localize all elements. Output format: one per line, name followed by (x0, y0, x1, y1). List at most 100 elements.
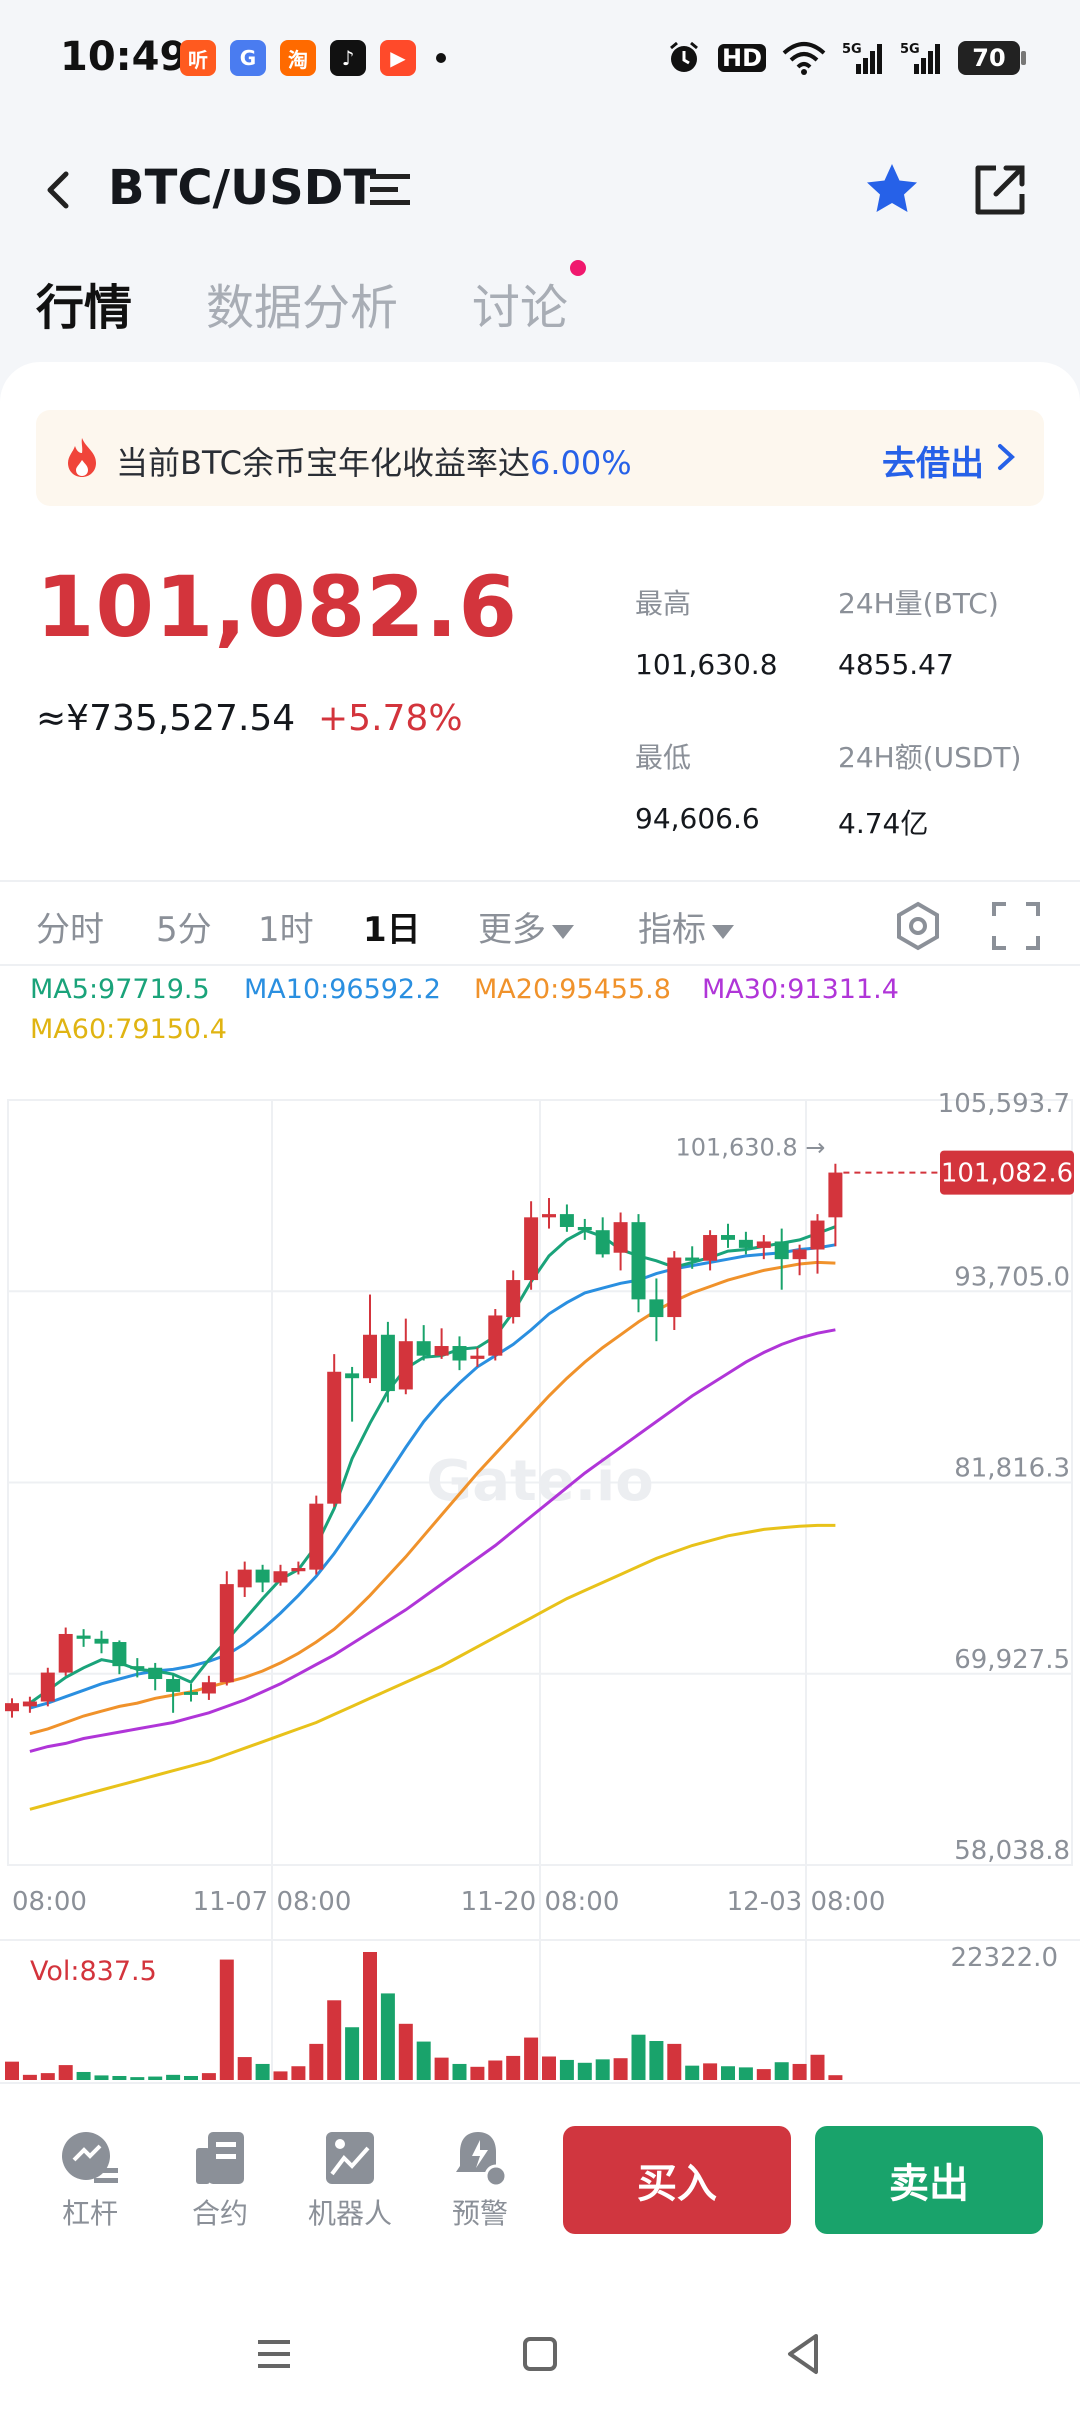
fire-icon (68, 438, 96, 477)
volume-bar (148, 2076, 163, 2080)
pair-title[interactable]: BTC/USDT (108, 160, 377, 216)
volume-bar (810, 2054, 825, 2080)
signal-5g-icon: 5G (842, 42, 882, 74)
candle-body (792, 1249, 807, 1260)
pair-list-icon[interactable] (368, 170, 412, 210)
tf-1day[interactable]: 1日 (363, 910, 421, 950)
back-icon[interactable] (30, 160, 90, 220)
volume-bar (559, 2059, 574, 2080)
signal-5g-icon: 5G (900, 42, 940, 74)
volume-bar (685, 2065, 700, 2080)
volume-bar (255, 2063, 270, 2080)
ma60-legend: MA60:79150.4 (30, 1014, 227, 1045)
bot-label: 机器人 (307, 2197, 392, 2230)
x-tick-label: 08:00 (12, 1887, 87, 1917)
volume-bar (488, 2060, 503, 2080)
menu-icon[interactable] (244, 2324, 304, 2384)
candle-body (649, 1299, 664, 1318)
divider (0, 880, 1080, 882)
settings-hexagon-icon[interactable] (892, 900, 944, 952)
candle-body (255, 1569, 270, 1583)
volume-bar (577, 2062, 592, 2080)
margin-icon (62, 2132, 118, 2183)
notification-icons: 听 G 淘 ♪ ▶ (180, 40, 446, 76)
high-price-marker: 101,630.8 → (676, 1134, 826, 1162)
volume-max-label: 22322.0 (950, 1943, 1058, 1973)
candle-body (810, 1220, 825, 1250)
promo-banner[interactable]: 当前BTC余币宝年化收益率达6.00% 去借出 (36, 410, 1044, 506)
volume-bar (201, 2073, 216, 2080)
tf-5min[interactable]: 5分 (156, 910, 212, 950)
volume-bar (774, 2062, 789, 2080)
tf-1hour[interactable]: 1时 (258, 910, 314, 950)
candle-body (22, 1701, 37, 1707)
ma5-line (29, 1225, 836, 1705)
google-icon: G (230, 40, 266, 76)
share-icon[interactable] (968, 158, 1032, 222)
tab-discussion[interactable]: 讨论 (472, 260, 587, 344)
volume-bar (184, 2075, 198, 2080)
buy-button[interactable]: 买入 (563, 2126, 791, 2234)
x-tick-label: 11-07 08:00 (193, 1887, 352, 1917)
system-icons: HD 5G 5G 70 (666, 40, 1026, 76)
tf-more-dropdown[interactable]: 更多 (478, 902, 574, 951)
sell-button[interactable]: 卖出 (815, 2126, 1043, 2234)
candle-body (524, 1217, 539, 1281)
notification-dot (570, 260, 587, 276)
volume-bar (237, 2057, 252, 2080)
volume-bar (166, 2074, 181, 2080)
tab-data-analysis[interactable]: 数据分析 (206, 280, 399, 336)
candle-body (219, 1584, 234, 1683)
last-price-tag (940, 1150, 1074, 1195)
favorite-star-icon[interactable] (860, 158, 924, 222)
indicator-label: 指标 (638, 910, 706, 950)
status-time: 10:49 (60, 34, 188, 80)
ma20-line (29, 1260, 836, 1736)
ting-icon: 听 (180, 40, 216, 76)
promo-lend-link[interactable]: 去借出 (882, 444, 984, 484)
candle-body (363, 1334, 377, 1379)
bot-chart-icon (326, 2132, 374, 2184)
candle-body (58, 1633, 73, 1673)
volume-bar (506, 2055, 521, 2080)
candle-body (721, 1235, 735, 1240)
tiktok-icon: ♪ (330, 40, 366, 76)
volume-bar (58, 2065, 73, 2080)
volume-bar (792, 2063, 807, 2080)
gate-watermark: Gate.io (426, 1449, 653, 1514)
indicator-dropdown[interactable]: 指标 (638, 902, 734, 951)
tab-market[interactable]: 行情 (36, 268, 133, 344)
margin-tool[interactable]: 杠杆 (40, 2128, 140, 2232)
candle-body (112, 1642, 127, 1667)
alert-tool[interactable]: 预警 (430, 2128, 530, 2232)
home-icon[interactable] (510, 2324, 570, 2384)
bot-tool[interactable]: 机器人 (300, 2128, 400, 2232)
tf-more-label: 更多 (478, 910, 546, 950)
volume-bar (452, 2063, 467, 2080)
y-tick-label: 93,705.0 (954, 1262, 1070, 1292)
futures-tool[interactable]: 合约 (170, 2128, 270, 2232)
volume-bar (756, 2069, 771, 2080)
volume-bar (613, 2058, 628, 2080)
x-tick-label: 12-03 08:00 (727, 1887, 886, 1917)
kline-chart[interactable]: 105,593.7 93,705.0 81,816.3 69,927.5 58,038.… (0, 1080, 1080, 2080)
back-nav-icon[interactable] (774, 2324, 834, 2384)
tf-timeshare[interactable]: 分时 (36, 910, 104, 950)
price-cny: ≈¥735,527.54 (36, 698, 296, 739)
amount-24h-label: 24H额(USDT) (838, 741, 1022, 774)
kline-chart-svg[interactable]: 105,593.7 93,705.0 81,816.3 69,927.5 58,038.… (0, 1080, 1080, 2080)
candle-body (130, 1666, 145, 1670)
volume-bar (112, 2075, 127, 2080)
volume-bar (631, 2034, 646, 2080)
chevron-right-icon (998, 444, 1015, 470)
volume-bar (327, 2000, 342, 2080)
header: BTC/USDT (0, 140, 1080, 240)
alarm-icon (670, 41, 698, 72)
candle-body (291, 1568, 306, 1572)
candle-body (345, 1373, 360, 1379)
promo-message: 当前BTC余币宝年化收益率达 (116, 444, 530, 482)
video-icon: ▶ (380, 40, 416, 76)
candle-body (40, 1672, 55, 1702)
fullscreen-icon[interactable] (990, 900, 1042, 952)
volume-bar (649, 2041, 664, 2080)
